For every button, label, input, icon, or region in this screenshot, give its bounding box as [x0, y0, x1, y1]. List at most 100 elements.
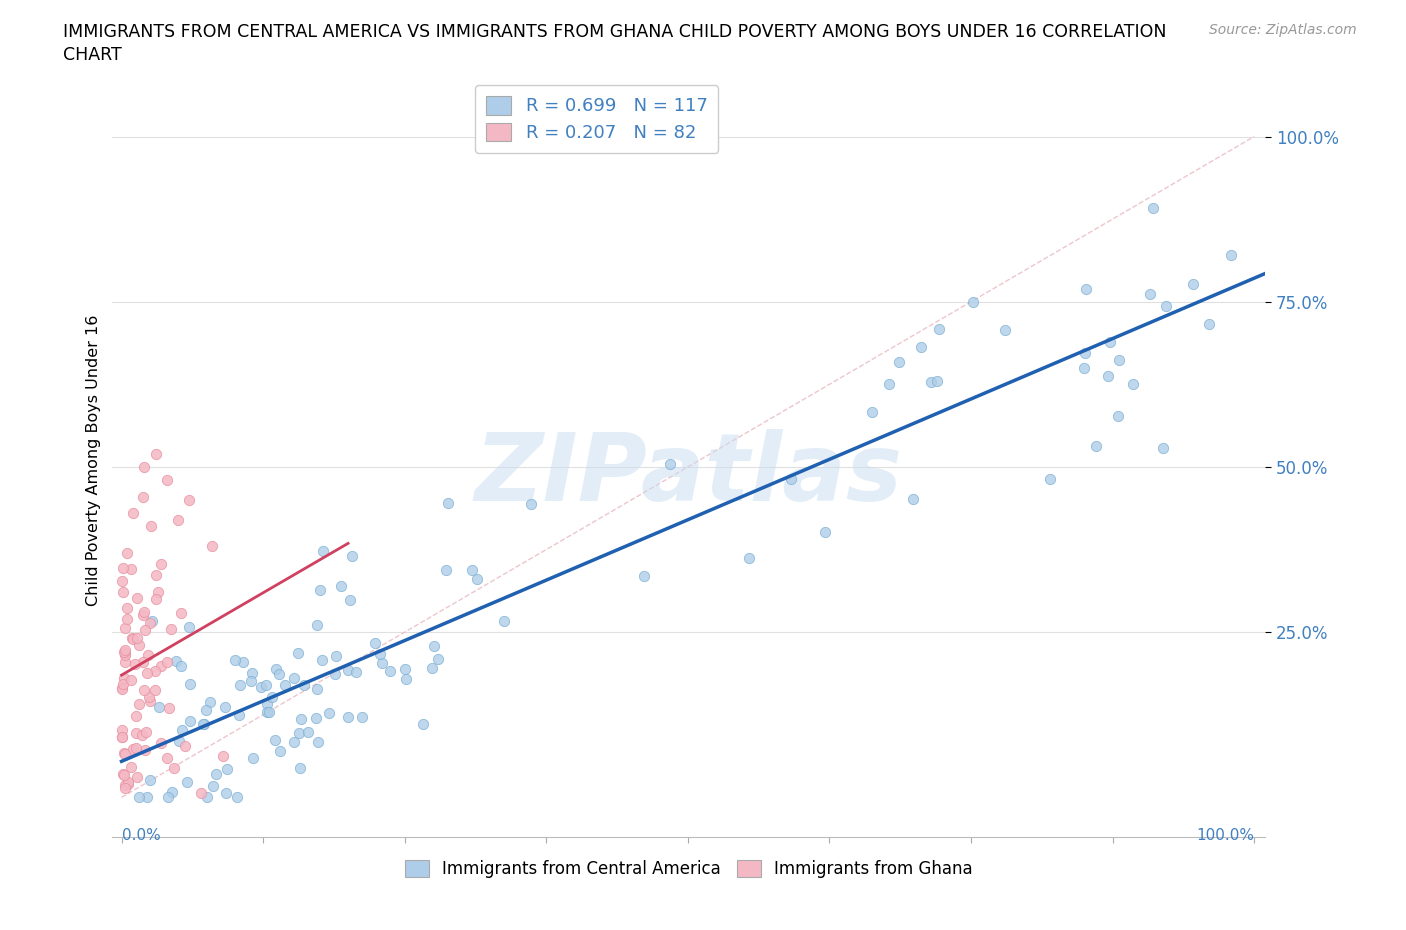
Point — [287, 725, 309, 740]
Point — [205, 766, 228, 781]
Point — [228, 708, 250, 723]
Point — [111, 730, 134, 745]
Point — [148, 700, 170, 715]
Point — [212, 749, 235, 764]
Point — [114, 777, 136, 792]
Point — [292, 678, 315, 693]
Point — [156, 472, 179, 487]
Point — [112, 560, 135, 575]
Point — [1097, 369, 1119, 384]
Point — [163, 760, 186, 775]
Point — [239, 673, 262, 688]
Point — [138, 616, 160, 631]
Point — [157, 701, 180, 716]
Point — [125, 631, 148, 645]
Point — [156, 751, 179, 766]
Point — [1198, 316, 1220, 331]
Point — [215, 785, 238, 800]
Point — [394, 661, 416, 676]
Point — [240, 665, 263, 680]
Point — [125, 725, 148, 740]
Point — [132, 655, 155, 670]
Point — [112, 746, 135, 761]
Point — [1122, 377, 1144, 392]
Point — [112, 768, 135, 783]
Point — [378, 663, 401, 678]
Point — [132, 683, 155, 698]
Point — [256, 697, 278, 711]
Point — [461, 563, 484, 578]
Point — [1085, 439, 1108, 454]
Point — [160, 621, 183, 636]
Point — [114, 647, 136, 662]
Point — [121, 631, 143, 645]
Point — [283, 671, 305, 685]
Point — [436, 496, 458, 511]
Point — [202, 778, 225, 793]
Point — [125, 740, 148, 755]
Point — [111, 573, 134, 588]
Point — [167, 512, 190, 527]
Point — [114, 620, 136, 635]
Point — [128, 697, 150, 711]
Point — [111, 681, 134, 696]
Point — [145, 567, 167, 582]
Point — [260, 689, 283, 704]
Point — [920, 375, 942, 390]
Point — [127, 591, 149, 605]
Point — [169, 605, 191, 620]
Point — [267, 667, 290, 682]
Point — [928, 321, 950, 336]
Point — [195, 790, 218, 804]
Text: 0.0%: 0.0% — [121, 828, 160, 843]
Point — [135, 724, 157, 739]
Point — [436, 563, 458, 578]
Point — [136, 790, 159, 804]
Point — [215, 762, 238, 777]
Point — [117, 777, 139, 791]
Point — [114, 654, 136, 669]
Point — [309, 582, 332, 597]
Point — [1108, 352, 1130, 367]
Point — [340, 549, 363, 564]
Point — [111, 584, 134, 599]
Point — [114, 643, 136, 658]
Point — [134, 604, 156, 619]
Text: Source: ZipAtlas.com: Source: ZipAtlas.com — [1209, 23, 1357, 37]
Point — [738, 551, 761, 565]
Point — [337, 663, 360, 678]
Point — [176, 775, 198, 790]
Point — [194, 702, 217, 717]
Point — [465, 572, 488, 587]
Point — [420, 660, 443, 675]
Point — [112, 677, 135, 692]
Point — [145, 591, 167, 606]
Point — [132, 490, 155, 505]
Point — [323, 667, 346, 682]
Point — [263, 733, 285, 748]
Point — [1220, 248, 1243, 263]
Point — [1107, 408, 1129, 423]
Point — [395, 671, 418, 686]
Point — [111, 766, 134, 781]
Point — [135, 666, 157, 681]
Point — [287, 645, 309, 660]
Point — [110, 730, 132, 745]
Point — [111, 682, 134, 697]
Point — [283, 735, 305, 750]
Point — [115, 546, 138, 561]
Point — [134, 743, 156, 758]
Point — [269, 744, 291, 759]
Point — [150, 736, 173, 751]
Point — [887, 354, 910, 369]
Point — [134, 623, 156, 638]
Point — [110, 723, 132, 737]
Point — [226, 790, 249, 804]
Point — [191, 717, 214, 732]
Point — [312, 544, 335, 559]
Point — [633, 568, 655, 583]
Point — [121, 506, 143, 521]
Point — [520, 497, 543, 512]
Point — [925, 374, 948, 389]
Point — [305, 618, 328, 632]
